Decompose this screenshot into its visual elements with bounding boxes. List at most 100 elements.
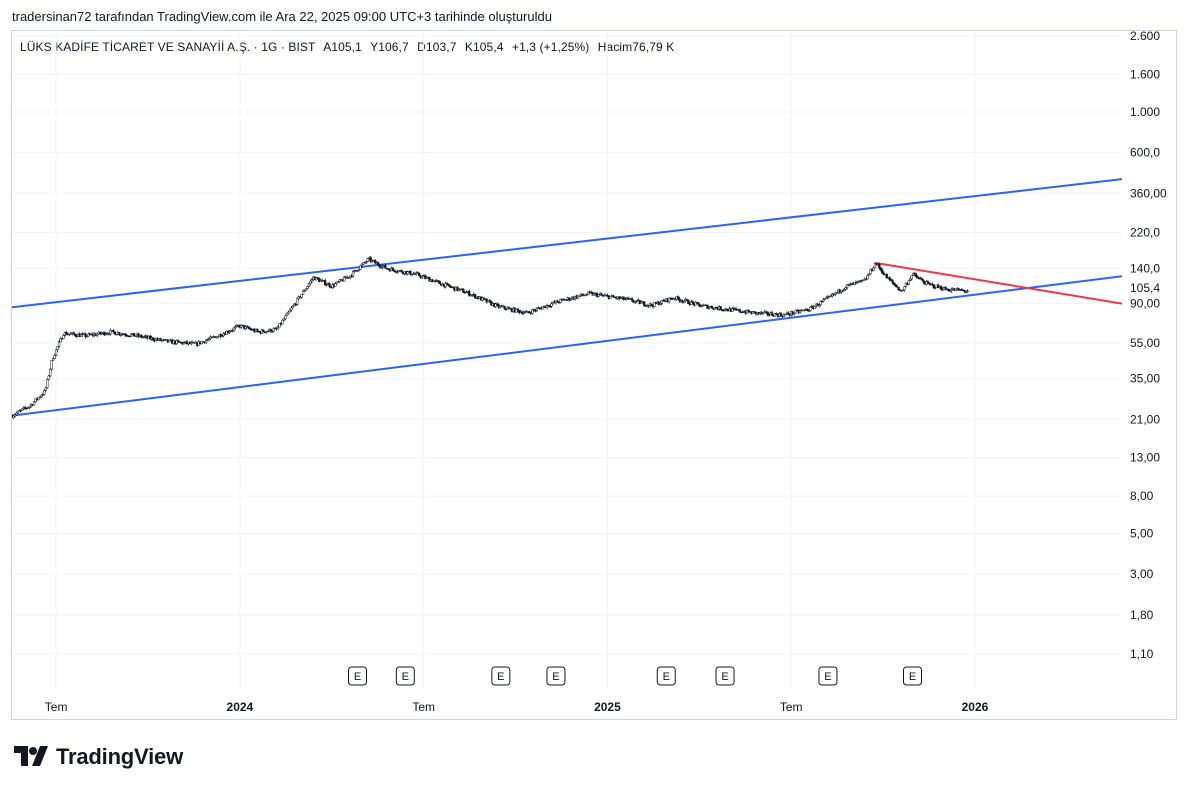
candle-body bbox=[578, 295, 581, 297]
candle-body bbox=[865, 278, 868, 281]
tradingview-logo-icon bbox=[14, 746, 48, 766]
symbol-name[interactable]: LÜKS KADİFE TİCARET VE SANAYİİ A.Ş. · 1G… bbox=[20, 40, 316, 54]
candle-body bbox=[43, 390, 46, 395]
candle-body bbox=[69, 333, 72, 335]
candle-body bbox=[747, 309, 750, 313]
candle-body bbox=[556, 300, 559, 303]
earnings-badge-box bbox=[902, 666, 922, 686]
candle-body bbox=[132, 332, 136, 337]
y-tick-label: 35,00 bbox=[1130, 372, 1160, 386]
candle-body bbox=[643, 301, 646, 306]
candle-body bbox=[773, 313, 777, 317]
candle-body bbox=[285, 312, 289, 317]
channel-upper bbox=[12, 178, 1122, 309]
candle-body bbox=[38, 396, 42, 398]
candle-body bbox=[103, 331, 106, 336]
candle-body bbox=[37, 397, 40, 400]
y-tick-label: 2.600 bbox=[1130, 29, 1160, 43]
candle-body bbox=[266, 330, 269, 333]
candle-body bbox=[334, 283, 337, 287]
candle-body bbox=[151, 337, 155, 341]
candle-body bbox=[373, 260, 377, 264]
candle-body bbox=[892, 282, 896, 285]
candle-body bbox=[691, 301, 694, 304]
candle-body bbox=[109, 330, 112, 335]
earnings-badge-box bbox=[818, 666, 838, 686]
candle-body bbox=[798, 310, 802, 313]
candle-body bbox=[706, 304, 709, 309]
candle-body bbox=[576, 295, 580, 299]
change-value: +1,3 (+1,25%) bbox=[511, 40, 590, 54]
candle-body bbox=[112, 330, 115, 333]
candle-body bbox=[316, 277, 319, 280]
candle-body bbox=[366, 258, 369, 262]
candle-body bbox=[365, 261, 368, 263]
candle-body bbox=[565, 299, 568, 301]
candle-body bbox=[822, 299, 825, 302]
candle-body bbox=[915, 274, 918, 277]
candle-body bbox=[247, 326, 250, 329]
candle-body bbox=[873, 263, 877, 269]
candle-body bbox=[947, 288, 950, 291]
candle-body bbox=[913, 272, 916, 275]
candle-body bbox=[820, 300, 824, 303]
candle-body bbox=[376, 262, 380, 266]
candle-body bbox=[920, 278, 924, 281]
candle-body bbox=[891, 280, 894, 283]
candle-body bbox=[276, 326, 280, 330]
drawing-layer[interactable] bbox=[12, 178, 1122, 417]
candle-body bbox=[335, 281, 339, 284]
candle-body bbox=[897, 287, 900, 291]
candle-body bbox=[140, 334, 143, 338]
candle-body bbox=[829, 295, 833, 297]
price-axis[interactable]: 2.600 1.600 1.000 600,0 360,00 220,0 140,0 90,0… bbox=[1130, 29, 1167, 661]
candle-body bbox=[559, 299, 562, 303]
candle-body bbox=[531, 309, 534, 314]
candle-body bbox=[792, 312, 796, 315]
y-tick-label: 21,00 bbox=[1130, 412, 1160, 426]
candle-body bbox=[12, 415, 15, 418]
candle-series bbox=[12, 255, 969, 419]
candle-body bbox=[660, 300, 663, 304]
candle-body bbox=[221, 335, 224, 337]
candle-body bbox=[597, 294, 600, 297]
candle-body bbox=[719, 306, 722, 311]
candle-body bbox=[182, 342, 186, 345]
candle-body bbox=[694, 302, 697, 306]
time-axis[interactable]: Tem 2024 Tem 2025 Tem 2026 bbox=[45, 700, 989, 714]
candle-body bbox=[46, 379, 49, 388]
candle-body bbox=[587, 291, 590, 295]
y-tick-label: 1.000 bbox=[1130, 105, 1160, 119]
y-tick-label: 140,0 bbox=[1130, 261, 1160, 275]
candle-body bbox=[687, 299, 690, 304]
candle-body bbox=[623, 298, 627, 301]
candle-body bbox=[823, 298, 827, 300]
candle-body bbox=[894, 284, 897, 287]
candle-body bbox=[456, 286, 459, 291]
candle-body bbox=[879, 267, 883, 271]
candle-body bbox=[231, 329, 234, 332]
candle-body bbox=[310, 279, 314, 282]
candle-body bbox=[787, 312, 790, 315]
candle-body bbox=[845, 284, 849, 289]
candle-body bbox=[410, 274, 414, 276]
candle-body bbox=[303, 290, 306, 292]
candle-body bbox=[932, 284, 935, 288]
candle-body bbox=[278, 323, 281, 328]
x-tick-label: 2026 bbox=[962, 700, 989, 714]
candle-body bbox=[128, 335, 131, 338]
candle-body bbox=[337, 281, 340, 283]
candle-body bbox=[49, 368, 52, 377]
candle-body bbox=[301, 290, 305, 295]
earnings-badge: E bbox=[347, 666, 367, 686]
candle-body bbox=[85, 335, 89, 338]
candle-body bbox=[204, 340, 208, 343]
candle-body bbox=[178, 341, 181, 343]
candle-body bbox=[256, 329, 259, 332]
channel-lower bbox=[12, 275, 1122, 417]
candle-body bbox=[494, 303, 497, 307]
candle-body bbox=[52, 358, 55, 361]
candle-body bbox=[934, 287, 937, 289]
candle-body bbox=[725, 308, 728, 311]
